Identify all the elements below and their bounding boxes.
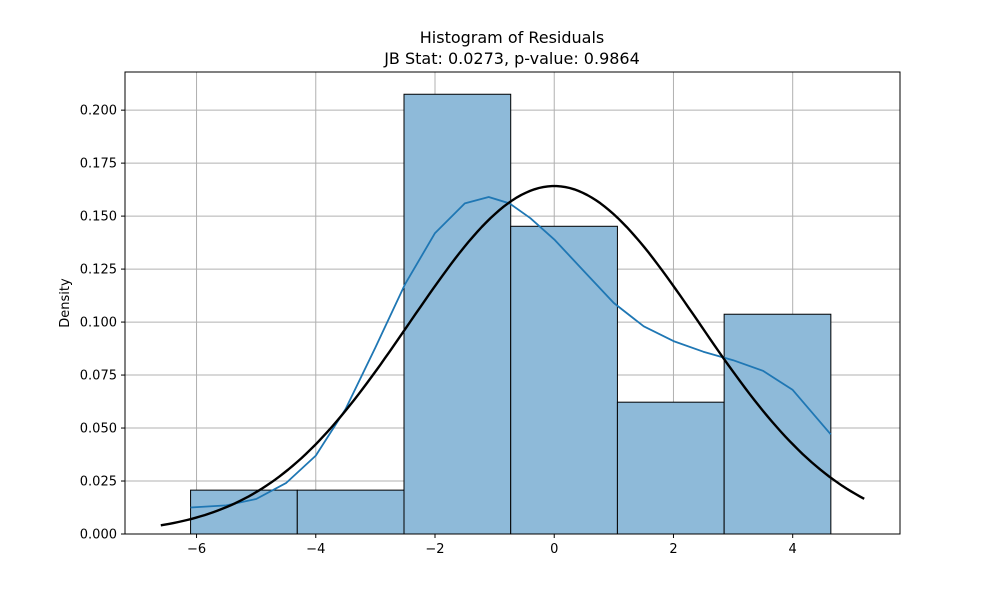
histogram-bar xyxy=(616,401,725,535)
y-tick-label: 0.000 xyxy=(80,528,117,543)
histogram-bar xyxy=(510,225,618,535)
density-curves xyxy=(160,184,865,527)
chart-subtitle: JB Stat: 0.0273, p-value: 0.9864 xyxy=(383,49,640,68)
y-tick-label: 0.125 xyxy=(80,263,117,278)
histogram-bar xyxy=(190,489,298,535)
y-tick-label: 0.100 xyxy=(80,316,117,331)
x-tick-label: −2 xyxy=(425,542,444,557)
x-tick-label: 2 xyxy=(669,542,677,557)
y-tick-label: 0.150 xyxy=(80,210,117,225)
histogram-bar xyxy=(403,93,512,535)
y-tick-label: 0.025 xyxy=(80,475,117,490)
histogram-bar xyxy=(723,313,832,535)
x-axis-ticks: −6 −4 −2 0 2 4 xyxy=(187,534,797,557)
normal-pdf-curve xyxy=(160,184,865,527)
histogram-bar xyxy=(296,489,405,535)
y-axis-ticks: 0.000 0.025 0.050 0.075 0.100 0.125 0.150 0.175… xyxy=(80,104,125,543)
y-tick-label: 0.175 xyxy=(80,157,117,172)
histogram-bars xyxy=(190,93,832,535)
y-axis-label: Density xyxy=(58,278,73,328)
y-tick-label: 0.075 xyxy=(80,369,117,384)
y-tick-label: 0.200 xyxy=(80,104,117,119)
y-tick-label: 0.050 xyxy=(80,422,117,437)
chart-title: Histogram of Residuals xyxy=(420,28,605,47)
x-tick-label: 4 xyxy=(789,542,797,557)
x-tick-label: −6 xyxy=(187,542,206,557)
x-tick-label: −4 xyxy=(306,542,325,557)
x-tick-label: 0 xyxy=(550,542,558,557)
plot-frame xyxy=(124,71,901,535)
